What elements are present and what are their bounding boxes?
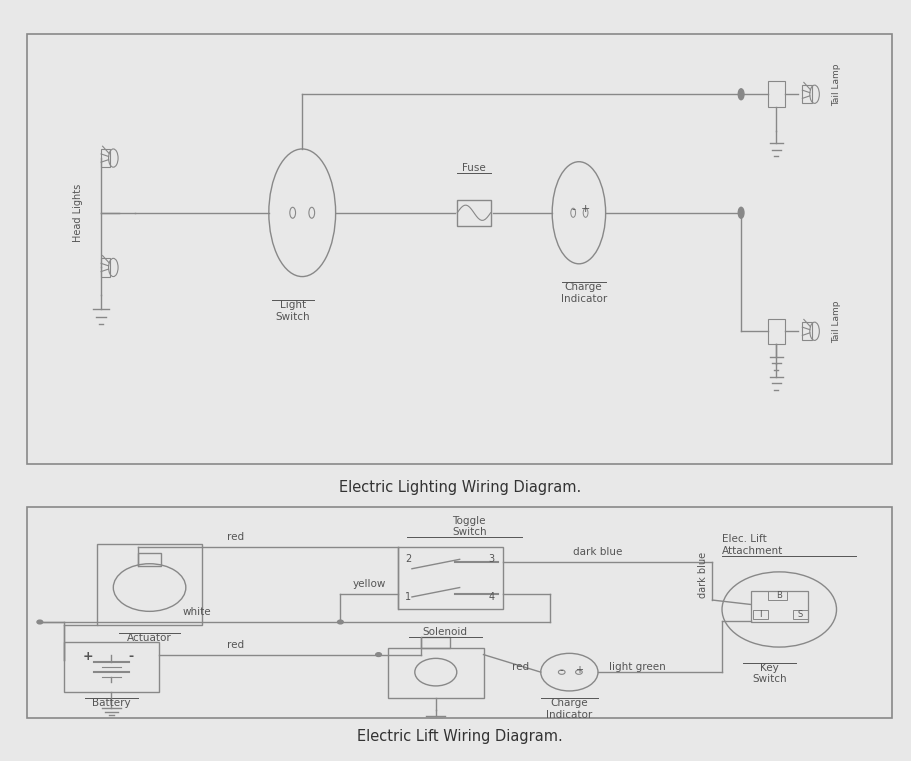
Bar bbox=[750, 591, 807, 622]
Bar bbox=[767, 591, 786, 600]
Text: -: - bbox=[559, 665, 563, 675]
Text: 3: 3 bbox=[487, 555, 494, 565]
Bar bbox=[64, 642, 159, 693]
Bar bbox=[101, 149, 110, 167]
Text: Actuator: Actuator bbox=[127, 632, 172, 642]
Bar bbox=[397, 547, 502, 610]
Bar bbox=[767, 81, 784, 107]
Text: -: - bbox=[128, 650, 133, 663]
Bar bbox=[388, 648, 483, 699]
Text: Elec. Lift
Attachment: Elec. Lift Attachment bbox=[722, 534, 783, 556]
Text: +: + bbox=[574, 665, 582, 675]
Text: Solenoid: Solenoid bbox=[423, 627, 467, 637]
Bar bbox=[802, 322, 811, 340]
Text: 4: 4 bbox=[487, 592, 494, 602]
Text: +: + bbox=[580, 204, 589, 214]
Text: Charge
Indicator: Charge Indicator bbox=[546, 699, 592, 720]
Text: Tail Lamp: Tail Lamp bbox=[831, 64, 840, 107]
Bar bbox=[101, 258, 110, 276]
Text: yellow: yellow bbox=[352, 579, 385, 590]
Text: Toggle
Switch: Toggle Switch bbox=[451, 516, 486, 537]
Circle shape bbox=[337, 620, 343, 624]
Circle shape bbox=[37, 620, 43, 624]
Bar bbox=[802, 85, 811, 103]
Bar bbox=[138, 553, 161, 565]
Bar bbox=[792, 610, 807, 619]
Circle shape bbox=[737, 207, 743, 218]
Text: Key
Switch: Key Switch bbox=[752, 663, 786, 684]
Text: Charge
Indicator: Charge Indicator bbox=[560, 282, 606, 304]
Bar bbox=[767, 319, 784, 344]
Text: Electric Lift Wiring Diagram.: Electric Lift Wiring Diagram. bbox=[356, 729, 562, 743]
Text: white: white bbox=[183, 607, 211, 617]
Text: Light
Switch: Light Switch bbox=[275, 301, 310, 322]
Text: Electric Lighting Wiring Diagram.: Electric Lighting Wiring Diagram. bbox=[338, 479, 580, 495]
Text: S: S bbox=[797, 610, 802, 619]
Circle shape bbox=[737, 89, 743, 100]
Text: B: B bbox=[775, 591, 782, 600]
Text: 2: 2 bbox=[404, 555, 411, 565]
Text: +: + bbox=[82, 650, 93, 663]
Text: Battery: Battery bbox=[92, 699, 130, 708]
Text: -: - bbox=[570, 204, 575, 214]
Text: red: red bbox=[512, 662, 528, 672]
Text: red: red bbox=[227, 639, 244, 650]
Text: I: I bbox=[758, 610, 761, 619]
Bar bbox=[456, 200, 490, 225]
Text: dark blue: dark blue bbox=[697, 552, 707, 598]
Text: dark blue: dark blue bbox=[573, 547, 622, 557]
Text: red: red bbox=[227, 532, 244, 542]
Text: Head Lights: Head Lights bbox=[73, 183, 83, 242]
Text: 1: 1 bbox=[404, 592, 411, 602]
Text: light green: light green bbox=[609, 662, 665, 672]
Text: Tail Lamp: Tail Lamp bbox=[831, 301, 840, 343]
Circle shape bbox=[375, 653, 381, 657]
Bar bbox=[752, 610, 767, 619]
Bar bbox=[421, 637, 450, 648]
Text: Fuse: Fuse bbox=[462, 163, 486, 173]
Bar bbox=[97, 543, 202, 625]
